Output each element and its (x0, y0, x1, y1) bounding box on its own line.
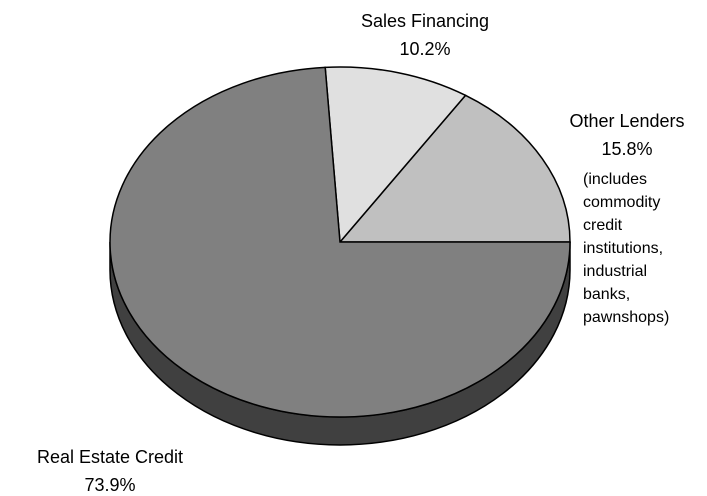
value-label: 73.9% (84, 475, 135, 495)
slice-label: Real Estate Credit (37, 447, 183, 467)
value-label: 10.2% (399, 39, 450, 59)
value-label: 15.8% (601, 139, 652, 159)
annotation: (includes commodity credit institutions, ind… (583, 171, 669, 326)
pie-slice (109, 66, 571, 418)
pie-slice (324, 66, 467, 244)
slice-label: Sales Financing (361, 11, 489, 31)
pie-slice (338, 94, 571, 243)
slice-label: Other Lenders (569, 111, 684, 131)
